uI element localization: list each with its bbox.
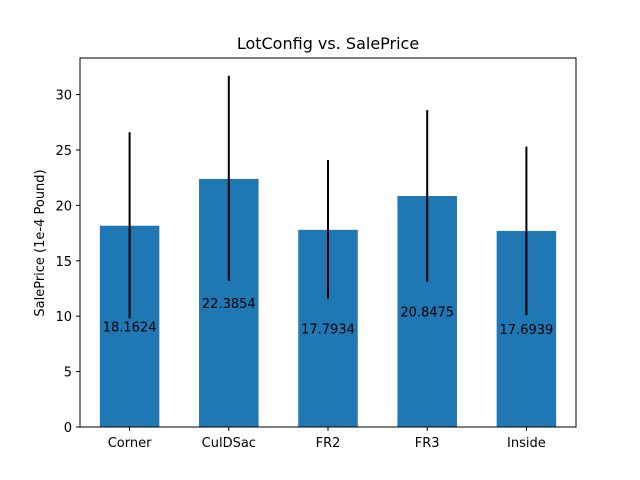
y-tick-label-4: 20: [55, 199, 72, 214]
y-tick-label-2: 10: [55, 310, 72, 325]
x-tick-label-2: FR2: [316, 436, 341, 451]
x-tick-label-3: FR3: [415, 436, 440, 451]
y-tick-label-0: 0: [64, 421, 72, 436]
data-label-2: 17.7934: [301, 322, 355, 337]
data-label-0: 18.1624: [103, 320, 157, 335]
data-label-3: 20.8475: [400, 305, 454, 320]
y-tick-label-3: 15: [55, 255, 72, 270]
x-tick-label-0: Corner: [108, 436, 152, 451]
y-axis-label: SalePrice (1e-4 Pound): [33, 169, 48, 316]
chart-title: LotConfig vs. SalePrice: [237, 34, 419, 53]
y-tick-label-5: 25: [55, 144, 72, 159]
data-label-1: 22.3854: [202, 297, 256, 312]
plot-area: 18.1624 22.3854 17.7934 20.8475 17.6939 Corne…: [55, 57, 577, 451]
x-tick-label-4: Inside: [507, 436, 546, 451]
y-tick-label-1: 5: [64, 366, 72, 381]
data-label-4: 17.6939: [500, 323, 554, 338]
y-tick-label-6: 30: [55, 89, 72, 104]
x-tick-label-1: CulDSac: [202, 436, 256, 451]
